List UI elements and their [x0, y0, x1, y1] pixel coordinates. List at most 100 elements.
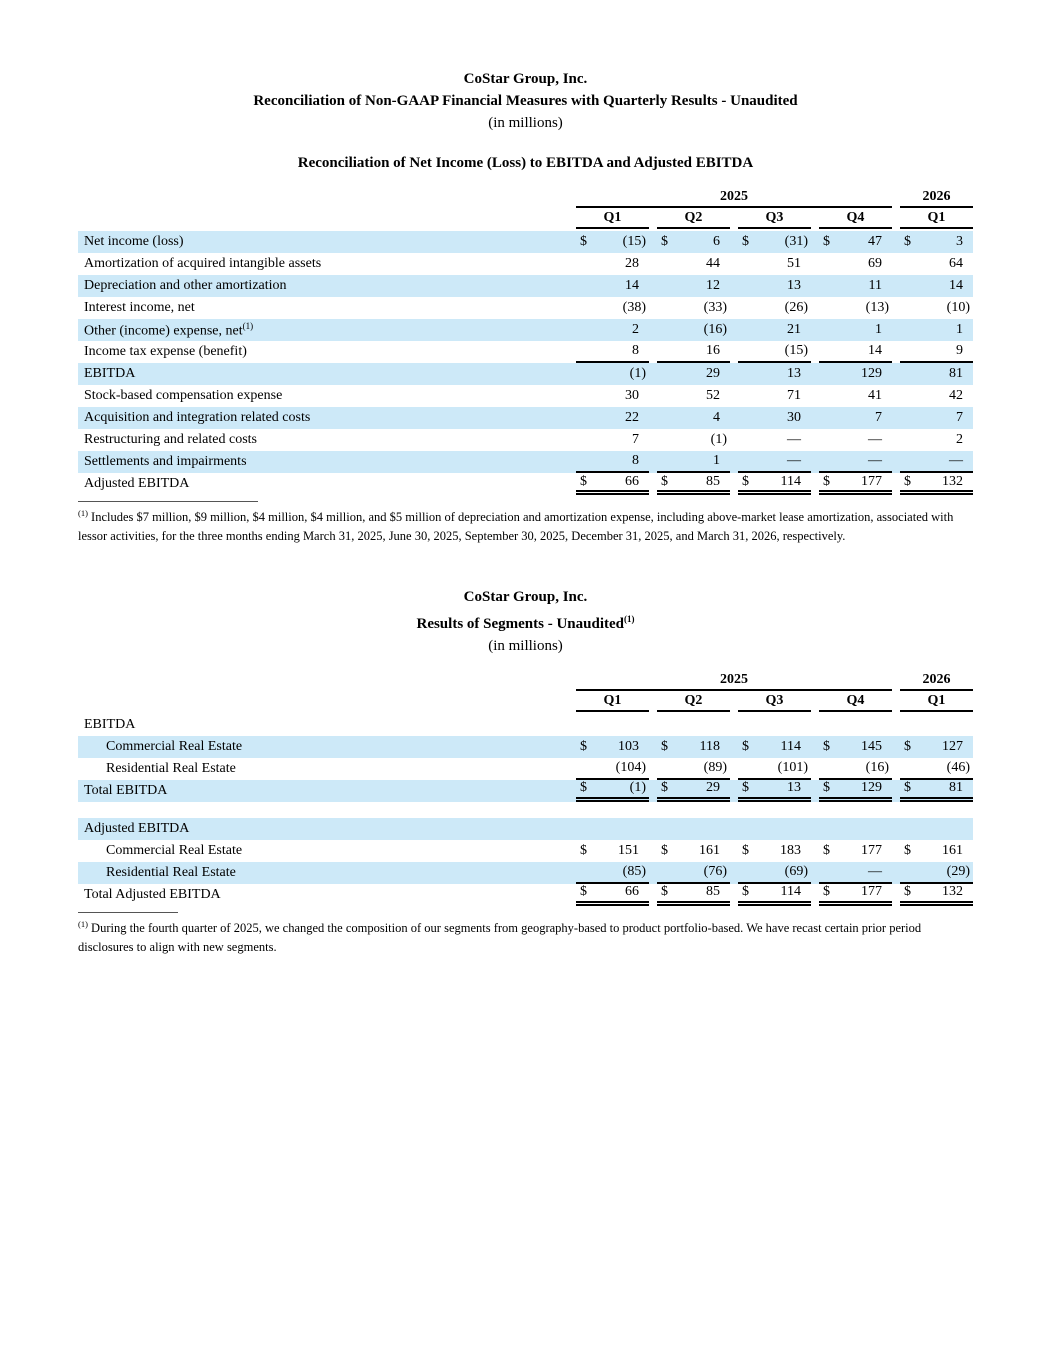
- value: 13: [787, 366, 801, 381]
- value-cell: 14: [900, 275, 973, 297]
- value-cell: (38): [576, 297, 649, 319]
- document-title: Reconciliation of Non-GAAP Financial Mea…: [253, 93, 798, 109]
- value-cell: $177: [819, 473, 892, 495]
- quarter-header: Q4: [819, 210, 892, 229]
- year-header-row: 2025 2026: [78, 672, 973, 691]
- value: (1): [629, 780, 646, 796]
- table-row: Income tax expense (benefit) 8 16 (15) 14 9: [78, 341, 973, 363]
- value-cell: —: [738, 451, 811, 473]
- year-header: 2025: [576, 189, 892, 208]
- table-row: Net income (loss) $ (15) $6 $ (31) $47 $3: [78, 231, 973, 253]
- value-cell: $29: [657, 780, 730, 802]
- value-cell: (15): [738, 341, 811, 363]
- year-header: 2026: [900, 672, 973, 691]
- dollar-sign: $: [904, 884, 911, 900]
- value-cell: (104): [576, 758, 649, 780]
- value: 44: [706, 256, 720, 271]
- value-cell: 7: [819, 407, 892, 429]
- value: 51: [787, 256, 801, 271]
- value-cell: 129: [819, 363, 892, 385]
- value: (69): [784, 863, 808, 879]
- row-label: Adjusted EBITDA: [84, 476, 190, 491]
- dollar-sign: $: [580, 842, 587, 858]
- row-label: EBITDA: [84, 366, 136, 381]
- value-cell: $161: [900, 840, 973, 862]
- value: 22: [625, 410, 639, 425]
- value-cell: (1): [657, 429, 730, 451]
- row-label: Total EBITDA: [84, 782, 168, 798]
- footnote-marker: (1): [78, 918, 88, 929]
- value: (10): [946, 300, 970, 315]
- table-row: Restructuring and related costs 7 (1) — — 2: [78, 429, 973, 451]
- value-cell: (89): [657, 758, 730, 780]
- value-cell: —: [738, 429, 811, 451]
- value: (76): [703, 863, 727, 879]
- value-cell: 1: [657, 451, 730, 473]
- value: (15): [622, 234, 646, 249]
- value: 4: [713, 410, 720, 425]
- value: 3: [956, 234, 963, 249]
- value-cell: $47: [819, 231, 892, 253]
- row-label: Total Adjusted EBITDA: [84, 886, 221, 902]
- row-label: Amortization of acquired intangible asse…: [84, 256, 322, 271]
- value-cell: (76): [657, 862, 730, 884]
- value-cell: 9: [900, 341, 973, 363]
- value-cell: (16): [657, 319, 730, 341]
- footnote-text: Includes $7 million, $9 million, $4 mill…: [78, 510, 954, 543]
- value: 13: [787, 780, 801, 796]
- company-name: CoStar Group, Inc.: [463, 71, 588, 87]
- row-label: Commercial Real Estate: [106, 842, 243, 858]
- value: 42: [949, 388, 963, 403]
- value: (15): [784, 343, 808, 358]
- value-cell: $161: [657, 840, 730, 862]
- value: (46): [946, 759, 970, 775]
- value: 13: [787, 278, 801, 293]
- table-row: Depreciation and other amortization 14 12 1…: [78, 275, 973, 297]
- row-label: Residential Real Estate: [106, 760, 236, 776]
- value-cell: (1): [576, 363, 649, 385]
- footnote-2: (1) During the fourth quarter of 2025, w…: [78, 918, 970, 957]
- value: 2: [632, 322, 639, 337]
- value-cell: 2: [576, 319, 649, 341]
- value-cell: (33): [657, 297, 730, 319]
- value: 30: [625, 388, 639, 403]
- footnote-text: During the fourth quarter of 2025, we ch…: [78, 920, 922, 954]
- value: —: [868, 432, 882, 447]
- value-cell: 7: [900, 407, 973, 429]
- table-row: Commercial Real Estate $151 $161 $183 $177 $1…: [78, 840, 973, 862]
- value: 29: [706, 366, 720, 381]
- value-cell: (26): [738, 297, 811, 319]
- dollar-sign: $: [742, 738, 749, 754]
- value: (33): [703, 300, 727, 315]
- value-cell: $ (31): [738, 231, 811, 253]
- value-cell: (101): [738, 758, 811, 780]
- value: 81: [949, 780, 963, 796]
- value: 41: [868, 388, 882, 403]
- row-label: Acquisition and integration related cost…: [84, 410, 311, 425]
- value-cell: $132: [900, 473, 973, 495]
- dollar-sign: $: [742, 884, 749, 900]
- row-label: Restructuring and related costs: [84, 432, 258, 447]
- value: 66: [625, 884, 639, 900]
- table-row: Amortization of acquired intangible asse…: [78, 253, 973, 275]
- value: 66: [625, 473, 639, 489]
- value: 30: [787, 410, 801, 425]
- value: —: [787, 453, 801, 468]
- value: 9: [956, 343, 963, 358]
- row-label: Settlements and impairments: [84, 454, 247, 469]
- value: 103: [618, 738, 639, 754]
- value-cell: $177: [819, 840, 892, 862]
- value: (16): [703, 322, 727, 337]
- value-cell: $103: [576, 736, 649, 758]
- dollar-sign: $: [661, 473, 668, 489]
- value-cell: 1: [819, 319, 892, 341]
- value: 132: [942, 473, 963, 489]
- value: 7: [956, 410, 963, 425]
- year-header: 2025: [576, 672, 892, 691]
- dollar-sign: $: [904, 473, 911, 489]
- value: 114: [780, 738, 801, 754]
- value-cell: 16: [657, 341, 730, 363]
- dollar-sign: $: [823, 234, 830, 249]
- dollar-sign: $: [580, 884, 587, 900]
- value: 1: [713, 453, 720, 468]
